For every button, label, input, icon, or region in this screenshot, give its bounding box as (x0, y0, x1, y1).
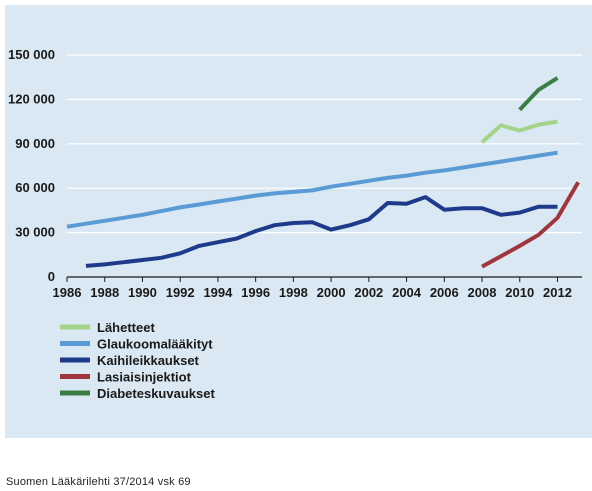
y-tick-label: 30 000 (15, 225, 55, 240)
x-tick-label: 1988 (90, 285, 119, 300)
legend-label: Kaihileikkaukset (97, 353, 200, 368)
legend-label: Lasiaisinjektiot (97, 370, 192, 385)
legend-label: Glaukoomalääkityt (97, 337, 213, 352)
y-tick-label: 150 000 (8, 47, 55, 62)
series-line-4 (518, 76, 559, 112)
series-line-3 (481, 181, 580, 269)
line-chart: 0 30 000 60 000 90 000 120 000 150 000 1986 198… (8, 47, 582, 401)
legend-label: Lähetteet (97, 320, 155, 335)
x-tick-label: 2012 (543, 285, 572, 300)
y-tick-label: 60 000 (15, 180, 55, 195)
x-tick-label: 2010 (505, 285, 534, 300)
series-line-2 (85, 195, 558, 268)
publication-caption: Suomen Lääkärilehti 37/2014 vsk 69 (6, 476, 191, 488)
x-tick-label: 2008 (468, 285, 497, 300)
y-tick-label: 120 000 (8, 91, 55, 106)
x-tick-label: 2006 (430, 285, 459, 300)
x-tick-label: 1990 (128, 285, 157, 300)
x-tick-label: 1996 (241, 285, 270, 300)
x-tick-label: 1986 (53, 285, 82, 300)
series-line-0 (480, 119, 558, 144)
y-tick-label: 0 (48, 269, 55, 284)
x-tick-label: 2004 (392, 285, 422, 300)
chart-panel: 0 30 000 60 000 90 000 120 000 150 000 1986 198… (5, 5, 592, 438)
y-tick-label: 90 000 (15, 136, 55, 151)
legend-label: Diabeteskuvaukset (97, 386, 215, 401)
x-tick-label: 1992 (166, 285, 195, 300)
x-tick-label: 2002 (354, 285, 383, 300)
x-tick-label: 2000 (317, 285, 346, 300)
x-tick-label: 1994 (203, 285, 233, 300)
x-tick-label: 1998 (279, 285, 308, 300)
series-line-1 (66, 150, 558, 229)
